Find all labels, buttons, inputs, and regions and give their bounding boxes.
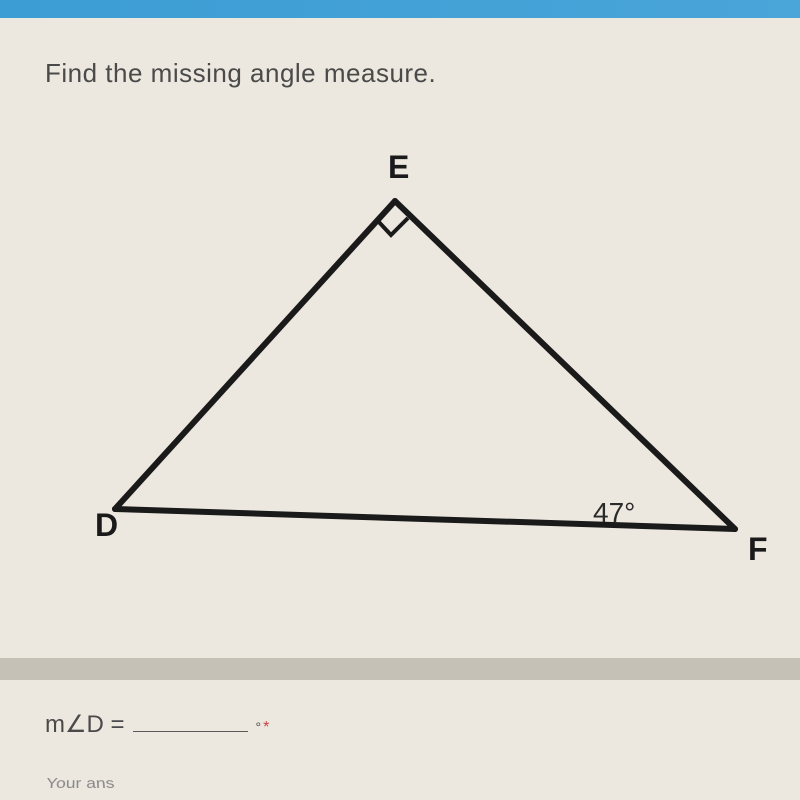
- given-angle-f: 47°: [593, 497, 635, 529]
- right-angle-marker: [377, 218, 408, 235]
- answer-blank[interactable]: [133, 710, 248, 732]
- required-star-icon: *: [263, 719, 269, 737]
- answer-hint: Your ans: [45, 776, 115, 792]
- answer-line: m∠D = ° *: [45, 710, 755, 739]
- triangle-diagram: E D F 47°: [45, 149, 755, 599]
- answer-card: m∠D = ° * Your ans: [0, 680, 800, 800]
- card-separator: [0, 658, 800, 680]
- vertex-label-e: E: [388, 149, 409, 186]
- side-de: [115, 201, 395, 509]
- vertex-label-f: F: [748, 531, 768, 568]
- top-accent-bar: [0, 0, 800, 18]
- side-ef: [395, 201, 735, 529]
- question-prompt: Find the missing angle measure.: [45, 58, 755, 89]
- side-df: [115, 509, 735, 529]
- answer-prefix: m∠D =: [45, 710, 125, 739]
- question-card: Find the missing angle measure. E D F 47…: [0, 18, 800, 658]
- vertex-label-d: D: [95, 507, 118, 544]
- triangle-svg: [75, 149, 775, 569]
- degree-symbol: °: [256, 719, 262, 735]
